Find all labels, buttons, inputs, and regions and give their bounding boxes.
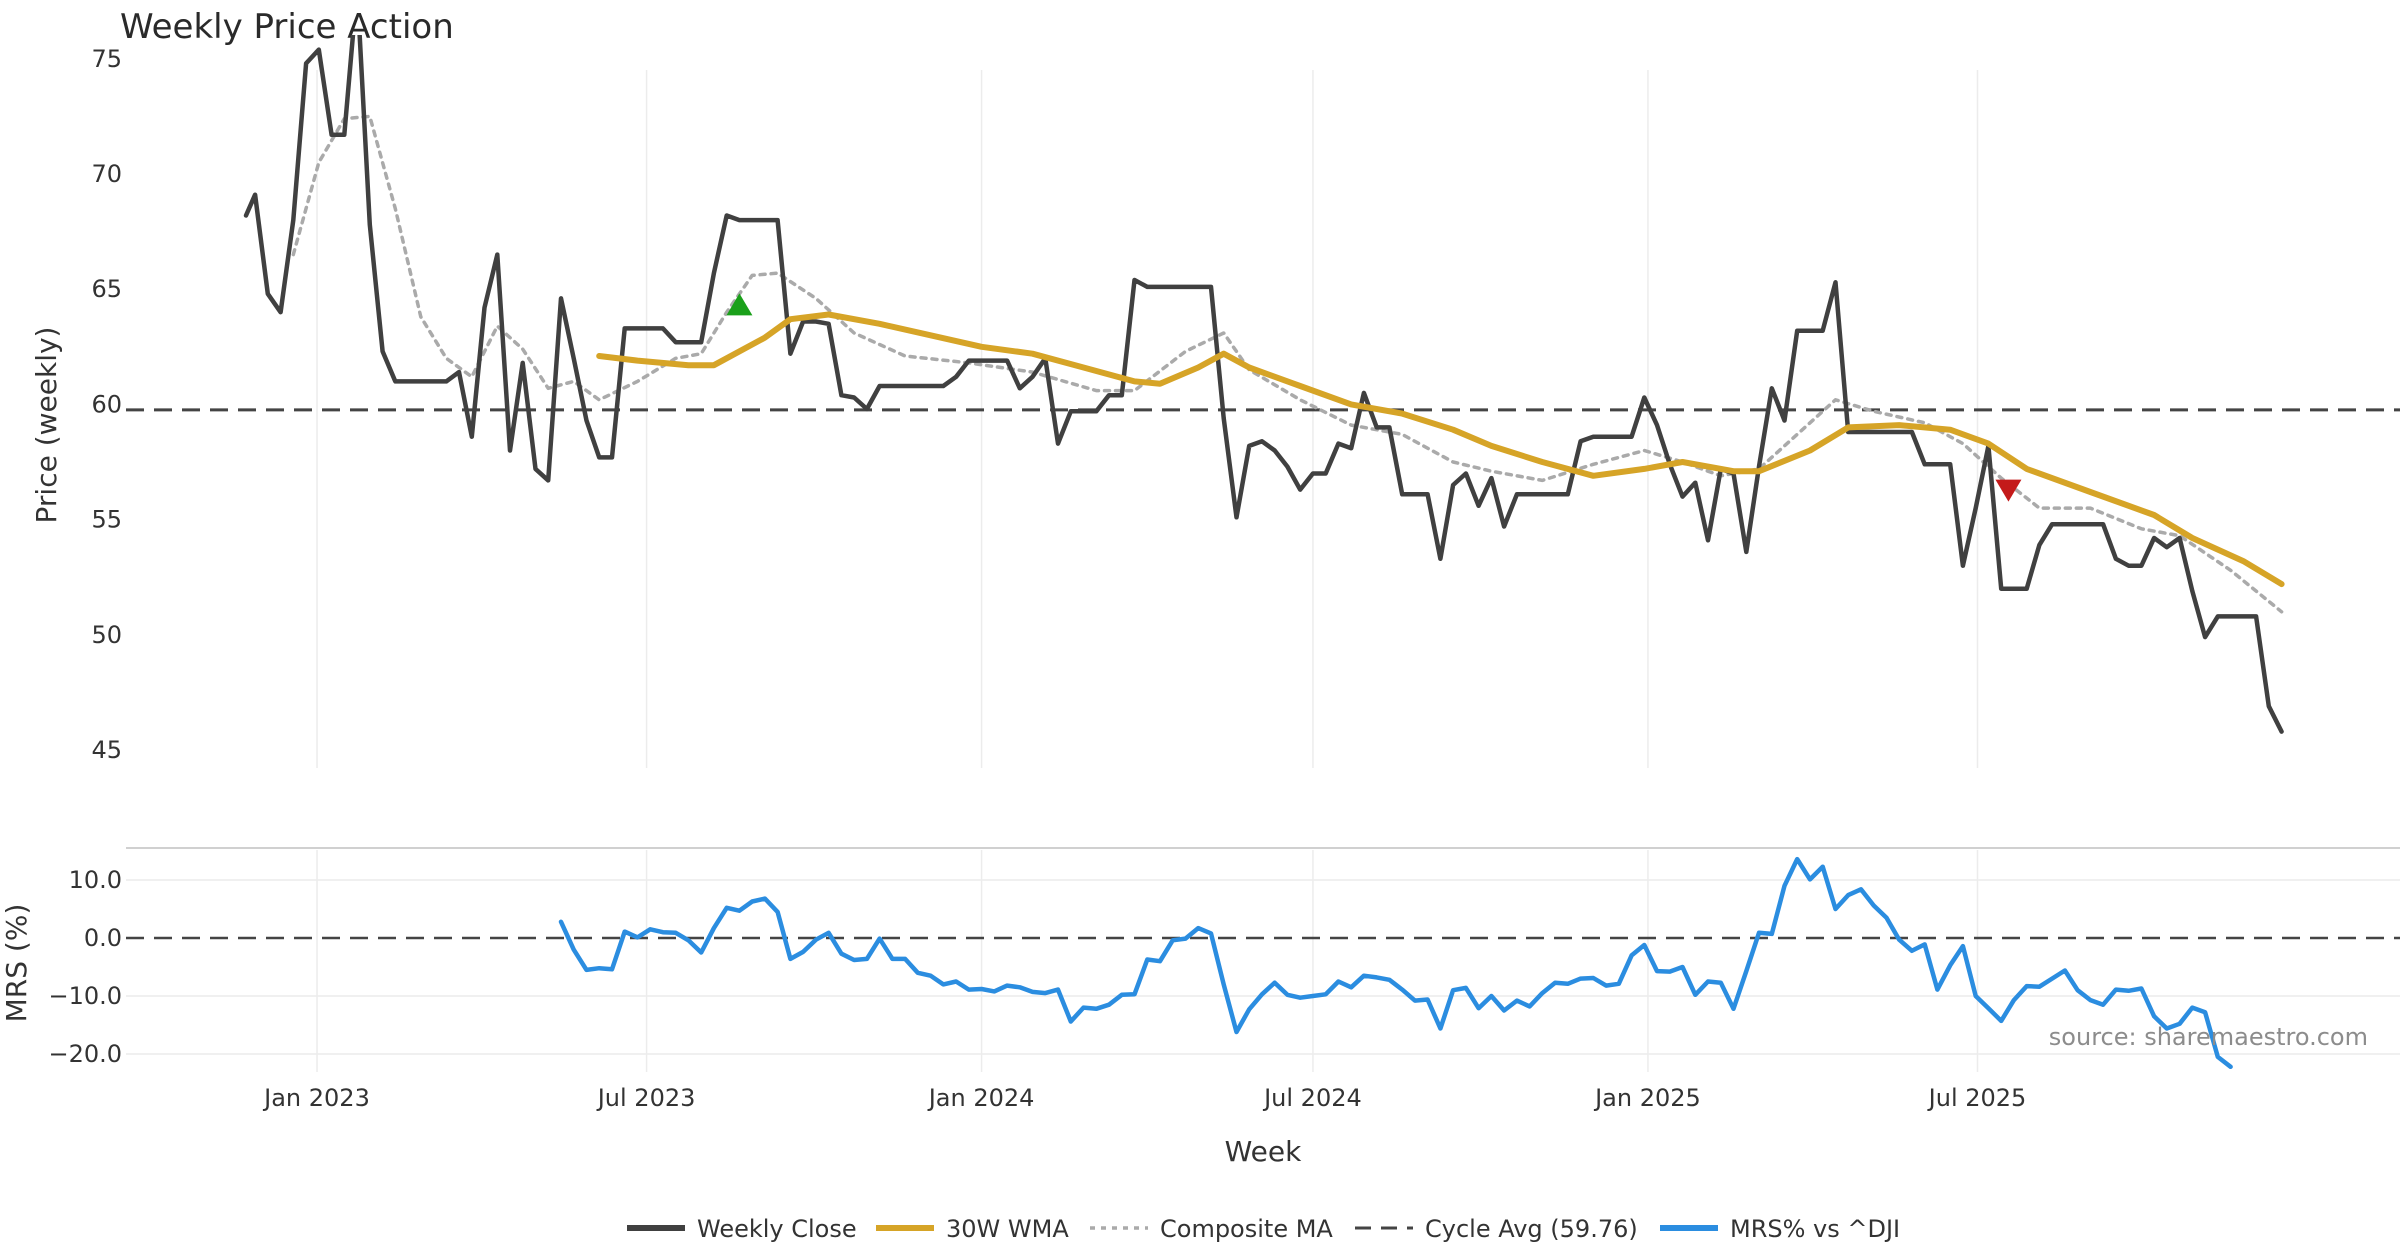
price-y-tick-label: 55: [91, 506, 122, 534]
chart-title: Weekly Price Action: [120, 7, 454, 47]
vertical-gridlines: [316, 70, 1979, 1072]
price-y-tick-label: 65: [91, 275, 122, 303]
source-note: source: sharemaestro.com: [2049, 1023, 2368, 1051]
sell-signal-marker: [1995, 479, 2022, 502]
mrs-y-tick-label: 10.0: [69, 866, 122, 894]
x-tick-label: Jan 2023: [262, 1084, 370, 1112]
wma-series-line: [596, 311, 2285, 588]
price-y-tick-label: 45: [91, 736, 122, 764]
legend: Weekly Close 30W WMA Composite MA Cycle Avg…: [627, 1215, 1900, 1243]
legend-label-wma: 30W WMA: [946, 1215, 1069, 1243]
legend-label-composite: Composite MA: [1160, 1215, 1333, 1243]
x-axis-label: Week: [1225, 1135, 1302, 1168]
mrs-y-tick-label: −10.0: [48, 982, 122, 1010]
x-tick-label: Jan 2025: [1593, 1084, 1701, 1112]
price-y-tick-label: 75: [91, 45, 122, 73]
mrs-series-line: [558, 856, 2233, 1070]
price-y-tick-label: 60: [91, 390, 122, 418]
price-y-tick-label: 70: [91, 160, 122, 188]
x-tick-label: Jul 2024: [1262, 1084, 1362, 1112]
legend-label-mrs: MRS% vs ^DJI: [1730, 1215, 1900, 1243]
x-tick-label: Jul 2025: [1927, 1084, 2027, 1112]
mrs-panel: 10.0 0.0 −10.0 −20.0: [48, 847, 2400, 1070]
close-series-line: [243, 35, 2284, 734]
mrs-plot-area: [126, 856, 2400, 1070]
x-axis: Jan 2023 Jul 2023 Jan 2024 Jul 2024 Jan 2025…: [262, 1084, 2026, 1112]
price-y-tick-label: 50: [91, 621, 122, 649]
buy-signal-marker: [726, 293, 753, 316]
mrs-axis-label: MRS (%): [0, 904, 33, 1023]
composite-series-line: [291, 114, 2284, 614]
legend-label-close: Weekly Close: [697, 1215, 857, 1243]
x-tick-label: Jan 2024: [927, 1084, 1035, 1112]
x-tick-label: Jul 2023: [596, 1084, 696, 1112]
price-panel: 45 50 55 60 65 70 75: [91, 35, 2400, 764]
mrs-y-tick-label: 0.0: [84, 924, 122, 952]
price-axis-label: Price (weekly): [30, 327, 63, 524]
price-plot-area: [126, 35, 2400, 734]
mrs-y-tick-label: −20.0: [48, 1040, 122, 1068]
legend-label-cycle: Cycle Avg (59.76): [1425, 1215, 1638, 1243]
